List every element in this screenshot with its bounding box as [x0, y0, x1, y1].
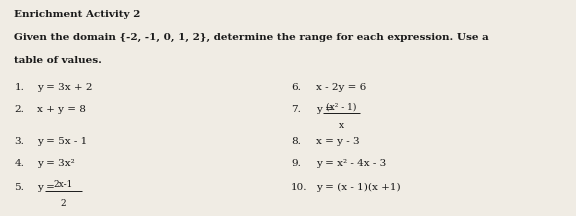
- Text: 6.: 6.: [291, 83, 301, 92]
- Text: Given the domain {-2, -1, 0, 1, 2}, determine the range for each expression. Use: Given the domain {-2, -1, 0, 1, 2}, dete…: [14, 33, 489, 43]
- Text: y =: y =: [316, 105, 337, 114]
- Text: (x² - 1): (x² - 1): [327, 103, 357, 112]
- Text: 2: 2: [60, 199, 66, 208]
- Text: x + y = 8: x + y = 8: [37, 105, 86, 114]
- Text: y = 3x²: y = 3x²: [37, 159, 75, 168]
- Text: 8.: 8.: [291, 137, 301, 146]
- Text: y = 5x - 1: y = 5x - 1: [37, 137, 88, 146]
- Text: 3.: 3.: [14, 137, 24, 146]
- Text: x: x: [339, 121, 344, 130]
- Text: 5.: 5.: [14, 183, 24, 192]
- Text: table of values.: table of values.: [14, 56, 103, 65]
- Text: 2.: 2.: [14, 105, 24, 114]
- Text: Enrichment Activity 2: Enrichment Activity 2: [14, 10, 141, 19]
- Text: y = 3x + 2: y = 3x + 2: [37, 83, 93, 92]
- Text: 7.: 7.: [291, 105, 301, 114]
- Text: 10.: 10.: [291, 183, 308, 192]
- Text: y = (x - 1)(x +1): y = (x - 1)(x +1): [316, 183, 400, 192]
- Text: x - 2y = 6: x - 2y = 6: [316, 83, 366, 92]
- Text: x = y - 3: x = y - 3: [316, 137, 359, 146]
- Text: 9.: 9.: [291, 159, 301, 168]
- Text: 1.: 1.: [14, 83, 24, 92]
- Text: y = x² - 4x - 3: y = x² - 4x - 3: [316, 159, 386, 168]
- Text: y =: y =: [37, 183, 59, 192]
- Text: 2x-1: 2x-1: [54, 180, 73, 189]
- Text: 4.: 4.: [14, 159, 24, 168]
